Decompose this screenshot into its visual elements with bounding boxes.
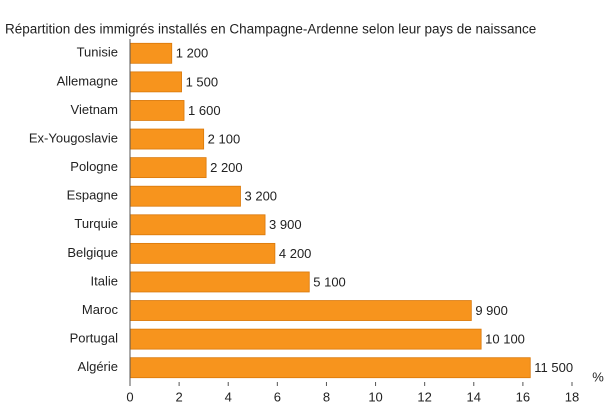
x-tick-label: 2 xyxy=(175,389,182,404)
x-tick-label: 10 xyxy=(368,389,382,404)
bar xyxy=(129,42,173,64)
x-tick-label: 0 xyxy=(126,389,133,404)
bar xyxy=(129,100,185,121)
x-tick-label: 4 xyxy=(225,389,232,404)
y-tick-label: Maroc xyxy=(82,302,119,317)
bar xyxy=(129,300,472,321)
y-tick-label: Algérie xyxy=(78,359,118,374)
x-axis-label: % xyxy=(592,369,604,384)
data-label: 4 200 xyxy=(279,246,312,261)
y-tick-label: Pologne xyxy=(70,159,118,174)
data-label: 9 900 xyxy=(475,303,508,318)
bar xyxy=(129,71,182,93)
data-label: 2 100 xyxy=(208,131,241,146)
x-tick-label: 12 xyxy=(417,389,431,404)
bar xyxy=(129,157,207,179)
y-tick-label: Italie xyxy=(91,273,118,288)
y-tick-label: Vietnam xyxy=(71,102,118,117)
data-label: 1 500 xyxy=(186,74,219,89)
bar xyxy=(129,357,531,379)
x-tick-label: 8 xyxy=(323,389,330,404)
bar xyxy=(129,214,266,236)
x-tick-label: 6 xyxy=(274,389,281,404)
y-tick-label: Ex-Yougoslavie xyxy=(29,130,118,145)
x-tick-label: 16 xyxy=(516,389,530,404)
data-label: 1 600 xyxy=(188,103,221,118)
y-tick-label: Turquie xyxy=(74,216,118,231)
data-label: 5 100 xyxy=(313,274,346,289)
data-label: 2 200 xyxy=(210,160,243,175)
bar xyxy=(129,128,205,150)
bar xyxy=(129,328,482,350)
y-tick-label: Espagne xyxy=(67,188,118,203)
bar xyxy=(129,185,241,207)
y-tick-label: Belgique xyxy=(67,245,118,260)
data-label: 10 100 xyxy=(485,332,525,347)
y-tick-label: Portugal xyxy=(70,331,119,346)
bar xyxy=(129,271,310,293)
y-tick-label: Tunisie xyxy=(77,45,118,60)
data-label: 1 200 xyxy=(176,46,209,61)
data-label: 3 900 xyxy=(269,217,302,232)
bar xyxy=(129,242,276,264)
data-label: 3 200 xyxy=(245,189,278,204)
x-tick-label: 18 xyxy=(565,389,579,404)
y-tick-label: Allemagne xyxy=(57,73,118,88)
chart-title: Répartition des immigrés installés en Ch… xyxy=(5,22,536,37)
x-tick-label: 14 xyxy=(467,389,481,404)
data-label: 11 500 xyxy=(534,360,573,375)
